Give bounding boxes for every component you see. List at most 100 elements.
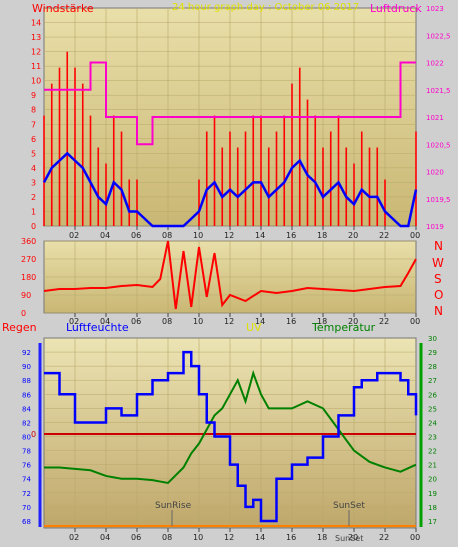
legend-rain: Regen (2, 321, 37, 334)
x-tick-label: 20 (348, 231, 358, 240)
legend-humidity: Luftfeuchte (66, 321, 129, 334)
x-tick-label: 18 (317, 533, 327, 542)
sunrise-label: SunRise (155, 501, 192, 511)
humidity-tick-label: 92 (22, 349, 31, 357)
dir-letter-w: W (432, 256, 444, 270)
humidity-tick-label: 90 (22, 363, 31, 371)
x-tick-label: 02 (69, 231, 79, 240)
pressure-tick-label: 1021,5 (426, 87, 451, 95)
temperature-tick-label: 18 (428, 504, 437, 512)
x-tick-label: 06 (131, 317, 141, 326)
x-tick-label: 14 (255, 533, 265, 542)
pressure-axis-label: Luftdruck (370, 2, 422, 15)
rain-tick-0: 0 (31, 430, 36, 439)
x-tick-label: 10 (193, 533, 203, 542)
x-tick-label: 14 (255, 231, 265, 240)
dir-letter-s: S (434, 272, 442, 286)
x-tick-label: 22 (379, 231, 389, 240)
wind-tick-label: 3 (31, 178, 36, 187)
pressure-tick-label: 1020,5 (426, 141, 451, 149)
direction-tick-label: 180 (21, 273, 36, 282)
temperature-tick-label: 19 (428, 490, 437, 498)
x-tick-label: 20 (348, 317, 358, 326)
humidity-tick-label: 74 (22, 476, 31, 484)
wind-tick-label: 4 (31, 164, 36, 173)
humidity-axis-ticks: 68 70 72 74 76 78 80 82 84 86 88 90 92 (22, 349, 31, 526)
wind-tick-label: 6 (31, 135, 36, 144)
humidity-series (44, 350, 418, 523)
wind-tick-label: 5 (31, 149, 36, 158)
temperature-tick-label: 29 (428, 349, 437, 357)
x-tick-label: 04 (100, 533, 110, 542)
x-tick-label: 00 (410, 533, 420, 542)
x-tick-label: 16 (286, 533, 296, 542)
x-tick-label: 18 (317, 317, 327, 326)
legend-temperature: Temperatur (311, 321, 376, 334)
direction-x-ticks: 02 04 06 08 10 12 14 16 18 20 22 00 (69, 313, 420, 326)
x-tick-label: 00 (410, 317, 420, 326)
humidity-tick-label: 78 (22, 448, 31, 456)
x-tick-label: 18 (317, 231, 327, 240)
dir-letter-n1: N (434, 239, 443, 253)
humidity-tick-label: 82 (22, 419, 31, 427)
dir-letter-o: O (434, 288, 443, 302)
x-tick-label: 08 (162, 533, 172, 542)
temperature-tick-label: 21 (428, 462, 437, 470)
sunset-label: SunSet (333, 501, 365, 511)
wind-tick-label: 14 (31, 19, 41, 28)
wind-axis-label: Windstärke (32, 2, 94, 15)
pressure-tick-label: 1019,5 (426, 196, 451, 204)
legend-uv: UV (246, 321, 262, 334)
humidity-tick-label: 84 (22, 405, 31, 413)
temperature-tick-label: 24 (428, 419, 437, 427)
x-tick-label: 20 (348, 533, 358, 542)
x-tick-label: 06 (131, 533, 141, 542)
wind-tick-label: 7 (31, 120, 36, 129)
pressure-tick-label: 1023 (426, 5, 444, 13)
wind-tick-label: 13 (31, 33, 41, 42)
x-tick-label: 02 (69, 317, 79, 326)
x-tick-label: 22 (379, 317, 389, 326)
x-tick-label: 08 (162, 317, 172, 326)
humidity-tick-label: 76 (22, 462, 31, 470)
pressure-tick-label: 1022,5 (426, 32, 451, 40)
direction-axis-ticks: 0 90 180 270 360 (21, 237, 36, 318)
pressure-tick-label: 1022 (426, 60, 444, 68)
gust-bars (43, 51, 417, 226)
wind-tick-label: 1 (31, 207, 36, 216)
direction-tick-label: 0 (21, 309, 26, 318)
humidity-tick-label: 88 (22, 377, 31, 385)
temperature-tick-label: 23 (428, 434, 437, 442)
wind-tick-label: 9 (31, 91, 36, 100)
chart-title: 24 hour graph day : October 06 2017 (172, 2, 359, 13)
x-tick-label: 22 (379, 533, 389, 542)
temperature-tick-label: 25 (428, 405, 437, 413)
pressure-tick-label: 1021 (426, 114, 444, 122)
wind-tick-label: 12 (31, 48, 41, 57)
wind-tick-label: 2 (31, 193, 36, 202)
wind-tick-label: 10 (31, 77, 41, 86)
x-tick-label: 08 (162, 231, 172, 240)
humidity-tick-label: 72 (22, 490, 31, 498)
direction-tick-label: 360 (21, 237, 36, 246)
x-tick-label: 16 (286, 231, 296, 240)
wind-tick-label: 0 (31, 222, 36, 231)
x-tick-label: 12 (224, 317, 234, 326)
temperature-tick-label: 20 (428, 476, 437, 484)
wind-x-ticks: 02 04 06 08 10 12 14 16 18 20 22 00 (69, 226, 420, 240)
humidity-tick-label: 68 (22, 518, 31, 526)
direction-tick-label: 90 (21, 291, 31, 300)
pressure-axis-ticks: 1019 1019,5 1020 1020,5 1021 1021,5 1022 1022,5… (426, 5, 451, 231)
wind-tick-label: 11 (31, 62, 41, 71)
sunset-bottom-label: SunSet (335, 534, 363, 543)
temperature-tick-label: 27 (428, 377, 437, 385)
temperature-tick-label: 17 (428, 518, 437, 526)
humidity-tick-label: 70 (22, 504, 31, 512)
pressure-series (44, 61, 416, 146)
temperature-tick-label: 26 (428, 391, 437, 399)
x-tick-label: 06 (131, 231, 141, 240)
pressure-tick-label: 1019 (426, 223, 444, 231)
